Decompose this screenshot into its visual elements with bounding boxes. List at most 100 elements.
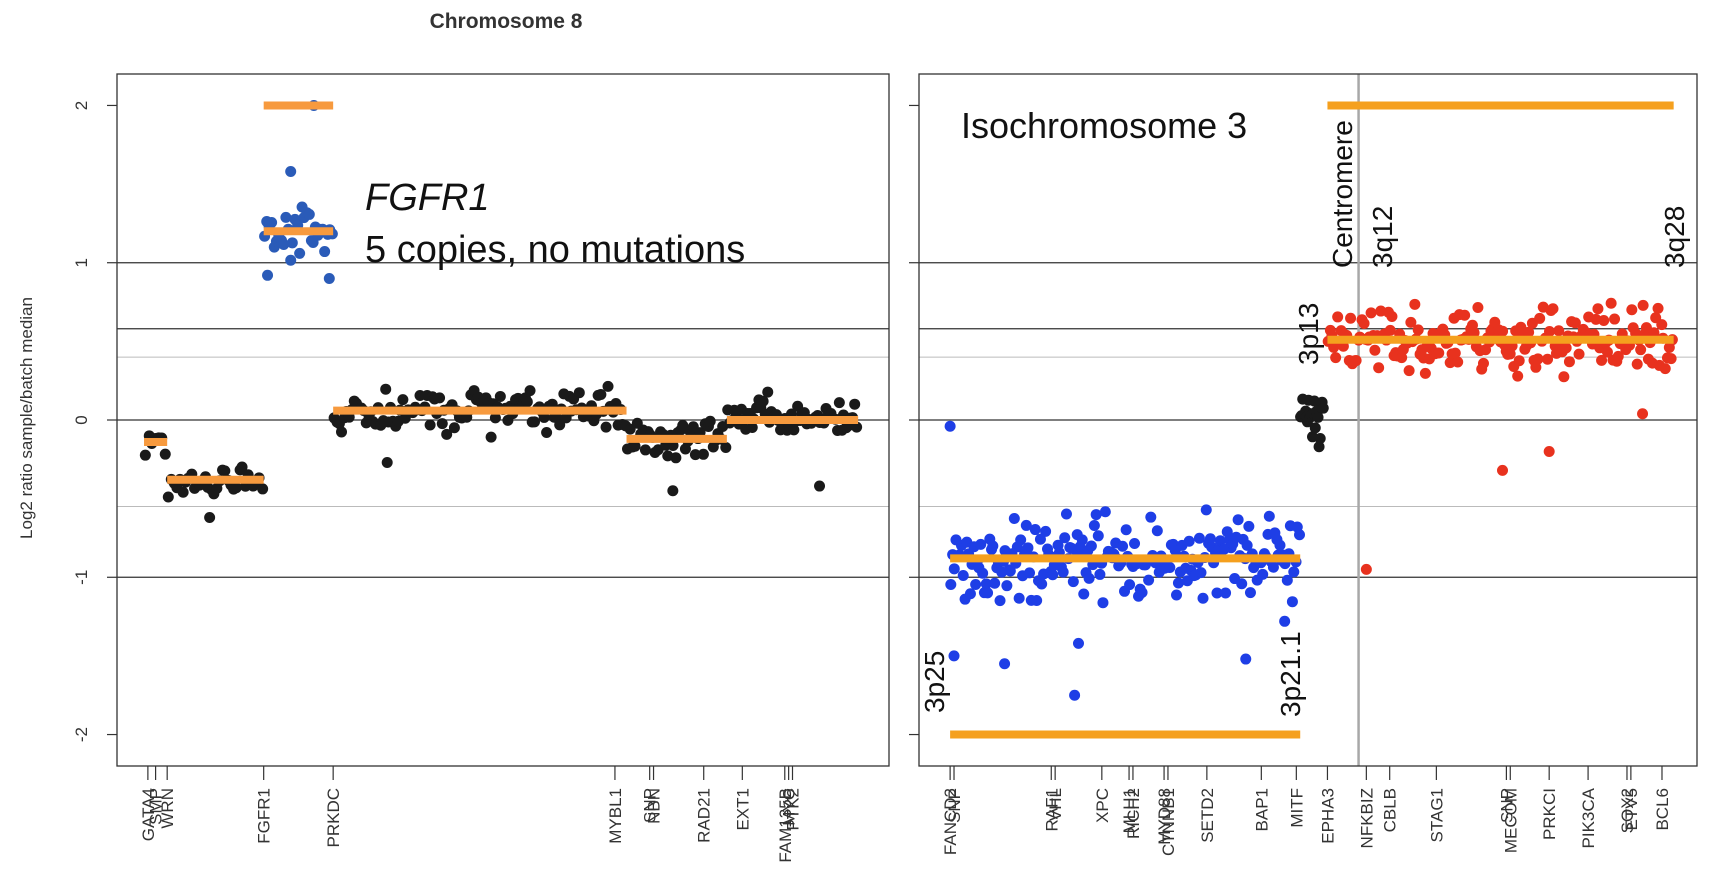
data-point — [441, 428, 453, 440]
data-point — [1211, 587, 1223, 599]
chart-title: Chromosome 8 — [430, 10, 583, 33]
data-point — [1332, 311, 1344, 323]
data-point — [266, 216, 278, 228]
data-point — [1497, 325, 1509, 337]
data-point — [987, 540, 999, 552]
data-point — [1193, 532, 1205, 544]
gene-tick-label: SNP — [945, 788, 964, 823]
data-point — [1598, 315, 1610, 327]
data-point — [1040, 525, 1052, 537]
gene-tick-label: NFKBIZ — [1357, 788, 1376, 848]
gene-tick-label: CBLB — [1381, 788, 1400, 832]
data-point — [1317, 402, 1329, 414]
data-point — [285, 166, 297, 178]
data-point — [1029, 524, 1041, 536]
gene-tick-label: BAP1 — [1252, 788, 1271, 831]
data-point — [1330, 352, 1342, 364]
data-point — [1031, 595, 1043, 607]
data-point — [980, 578, 992, 590]
y-axis-label: Log2 ratio sample/batch median — [17, 297, 36, 539]
gene-tick-label: RAD21 — [695, 788, 714, 843]
data-point — [1358, 317, 1370, 329]
data-point — [1088, 519, 1100, 531]
data-point — [704, 415, 716, 427]
gene-tick-label: GATA4 — [139, 788, 158, 841]
data-point — [1164, 561, 1176, 573]
data-point — [1656, 319, 1668, 331]
data-point — [1143, 574, 1155, 586]
gene-tick-label: PIK3CA — [1579, 787, 1598, 848]
data-point — [1560, 342, 1572, 354]
data-point — [757, 395, 769, 407]
data-point — [280, 211, 292, 223]
gene-tick-label: MLH1 — [1120, 788, 1139, 833]
data-point — [1076, 534, 1088, 546]
gene-tick-label: PRKCI — [1540, 788, 1559, 840]
data-point — [1020, 519, 1032, 531]
data-point — [303, 208, 315, 220]
data-point — [1365, 307, 1377, 319]
data-point — [1449, 347, 1461, 359]
data-point — [1067, 576, 1079, 588]
data-point — [1288, 566, 1300, 578]
gene-tick-label: RICH2 — [1124, 788, 1143, 839]
data-point — [541, 426, 553, 438]
data-point — [1513, 355, 1525, 367]
band-3p25-annotation: 3p25 — [919, 651, 950, 713]
data-point — [1601, 346, 1613, 358]
data-point — [529, 416, 541, 428]
data-point — [1059, 532, 1071, 544]
gene-tick-label: SETD2 — [1198, 788, 1217, 843]
data-point — [1220, 587, 1232, 599]
gene-tick-label: MYC — [780, 788, 799, 826]
data-point — [1637, 299, 1649, 311]
data-point — [219, 465, 231, 477]
data-point — [1563, 356, 1575, 368]
data-point — [1544, 326, 1556, 338]
data-point — [323, 272, 335, 284]
data-point — [1405, 316, 1417, 328]
data-point — [448, 422, 460, 434]
fgfr1-annotation: FGFR1 — [365, 177, 490, 219]
data-point — [236, 461, 248, 473]
data-point — [230, 482, 242, 494]
data-point — [1637, 408, 1649, 420]
centromere-annotation: Centromere — [1327, 120, 1358, 268]
data-point — [1386, 310, 1398, 322]
data-point — [948, 650, 960, 662]
data-point — [957, 570, 969, 582]
data-point — [1530, 361, 1542, 373]
data-point — [851, 421, 863, 433]
data-point — [1419, 367, 1431, 379]
gene-tick-label: SNP — [641, 788, 660, 823]
data-point — [434, 392, 446, 404]
data-point — [667, 485, 679, 497]
gene-tick-label: PTK2 — [784, 788, 803, 831]
data-point — [1008, 512, 1020, 524]
data-point — [1124, 579, 1136, 591]
data-point — [1360, 563, 1372, 575]
data-point — [629, 440, 641, 452]
data-point — [1433, 347, 1445, 359]
data-point — [1117, 540, 1129, 552]
data-point — [1240, 653, 1252, 665]
gene-tick-label: RAF1 — [1042, 788, 1061, 831]
data-point — [1267, 561, 1279, 573]
data-point — [1309, 422, 1321, 434]
data-point — [381, 456, 393, 468]
gene-tick-label: EPHA3 — [1318, 788, 1337, 844]
data-point — [944, 420, 956, 432]
data-point — [1136, 587, 1148, 599]
gene-tick-label: NBN — [645, 788, 664, 824]
data-point — [1609, 313, 1621, 325]
gene-tick-label: ETV5 — [1622, 788, 1641, 831]
gene-tick-label: EXT1 — [733, 788, 752, 831]
data-point — [1195, 567, 1207, 579]
data-point — [1631, 358, 1643, 370]
data-point — [762, 386, 774, 398]
gene-tick-label: MYD88 — [1155, 788, 1174, 845]
data-point — [524, 385, 536, 397]
data-point — [294, 247, 306, 259]
gene-tick-label: BCL6 — [1653, 788, 1672, 831]
